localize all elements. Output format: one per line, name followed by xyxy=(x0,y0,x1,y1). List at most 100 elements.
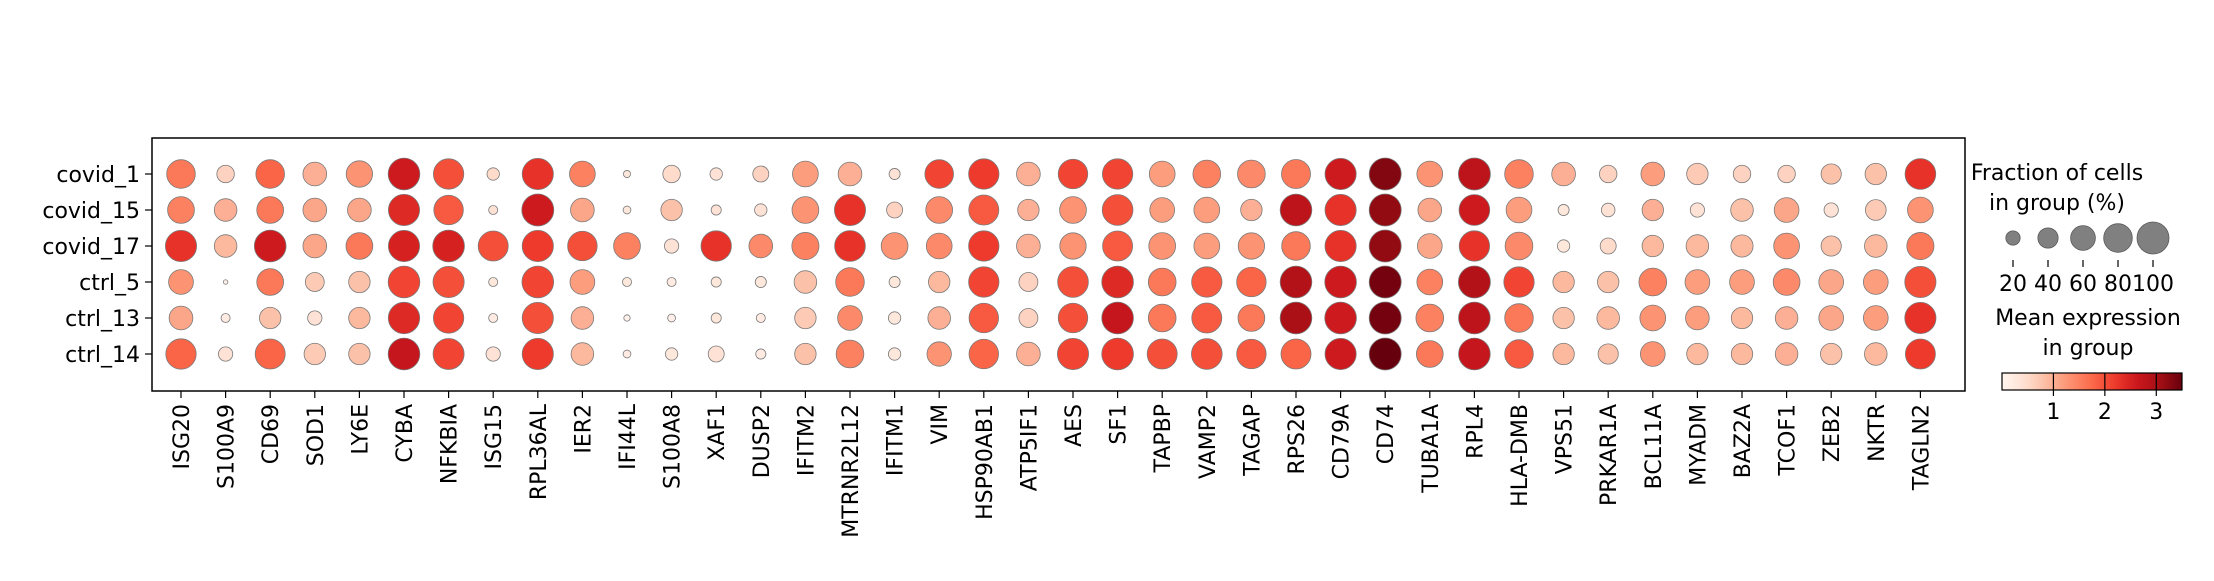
dot-covid_17-ifitm1 xyxy=(880,232,909,260)
dot-covid_1-tagln2 xyxy=(1904,158,1937,190)
dot-covid_1-tcof1 xyxy=(1777,164,1796,184)
col-label-s100a9: S100A9 xyxy=(215,404,240,489)
size-legend-dot-80 xyxy=(2103,223,2133,253)
dot-covid_1-hla-dmb xyxy=(1504,159,1534,189)
dot-covid_17-tcof1 xyxy=(1773,232,1800,260)
col-label-xaf1: XAF1 xyxy=(705,404,730,461)
dot-covid_17-ly6e xyxy=(345,232,374,260)
dot-covid_15-tuba1a xyxy=(1417,197,1443,223)
dot-ctrl_13-s100a9 xyxy=(220,313,231,323)
dot-ctrl_13-sod1 xyxy=(307,310,323,326)
dot-ctrl_13-nktr xyxy=(1863,305,1889,331)
dot-covid_17-rpl4 xyxy=(1458,230,1490,262)
dot-ctrl_14-vim xyxy=(926,341,952,367)
dot-covid_15-cd74 xyxy=(1368,193,1402,227)
size-legend-title-line1: Fraction of cells xyxy=(1971,161,2143,186)
dot-covid_1-tuba1a xyxy=(1416,160,1444,188)
dot-covid_15-hsp90ab1 xyxy=(968,194,1000,226)
dot-covid_15-atp5if1 xyxy=(1017,198,1040,222)
dot-covid_1-sod1 xyxy=(302,161,328,187)
color-legend-title-line1: Mean expression xyxy=(1995,306,2181,331)
dot-covid_1-mtrnr2l12 xyxy=(837,161,863,187)
col-label-myadm: MYADM xyxy=(1686,404,1711,486)
dot-ctrl_5-mtrnr2l12 xyxy=(835,267,865,297)
col-label-nktr: NKTR xyxy=(1865,404,1890,462)
col-label-ifitm1: IFITM1 xyxy=(884,404,909,476)
dot-ctrl_14-cd69 xyxy=(254,338,286,370)
col-label-sod1: SOD1 xyxy=(304,404,329,466)
dot-ctrl_13-rps26 xyxy=(1279,301,1313,335)
dot-ctrl_13-ifitm2 xyxy=(794,306,817,330)
dot-ctrl_13-ifitm1 xyxy=(887,311,902,325)
dot-ctrl_5-vps51 xyxy=(1552,270,1575,294)
dot-covid_15-xaf1 xyxy=(710,204,722,216)
col-label-dusp2: DUSP2 xyxy=(750,404,775,478)
dot-ctrl_14-tagln2 xyxy=(1904,338,1936,370)
dot-ctrl_5-vim xyxy=(928,270,951,294)
dot-ctrl_13-ifi44l xyxy=(623,314,631,322)
dot-ctrl_5-hla-dmb xyxy=(1503,266,1535,298)
size-legend-label-80: 80 xyxy=(2104,272,2132,297)
dot-ctrl_5-ly6e xyxy=(348,270,371,294)
size-legend-dot-60 xyxy=(2070,225,2096,251)
dot-ctrl_14-ifi44l xyxy=(622,349,632,359)
row-label-ctrl_5: ctrl_5 xyxy=(79,271,140,296)
dot-covid_15-cd69 xyxy=(256,196,284,224)
col-label-nfkbia: NFKBIA xyxy=(438,404,463,484)
dot-ctrl_13-sf1 xyxy=(1101,301,1134,335)
dot-ctrl_5-prkar1a xyxy=(1597,270,1620,294)
dot-covid_1-zeb2 xyxy=(1820,163,1842,185)
dot-covid_17-cd69 xyxy=(253,229,287,263)
dot-covid_1-ifitm2 xyxy=(792,160,819,188)
dot-covid_15-isg15 xyxy=(488,205,499,215)
dot-ctrl_13-prkar1a xyxy=(1596,306,1620,330)
dot-covid_1-baz2a xyxy=(1732,164,1752,184)
dot-covid_1-nfkbia xyxy=(433,158,465,190)
dot-covid_1-atp5if1 xyxy=(1016,161,1041,187)
dot-covid_17-ier2 xyxy=(567,230,598,262)
dot-ctrl_13-myadm xyxy=(1685,305,1710,331)
dot-covid_1-dusp2 xyxy=(752,165,770,183)
dot-covid_15-sf1 xyxy=(1101,194,1134,226)
dot-ctrl_14-sod1 xyxy=(303,342,326,366)
dot-covid_1-cd74 xyxy=(1368,157,1402,191)
dot-ctrl_13-cd69 xyxy=(259,306,282,330)
dot-covid_17-vamp2 xyxy=(1193,232,1221,260)
dot-covid_15-rpl36al xyxy=(521,193,555,227)
dot-ctrl_5-myadm xyxy=(1684,269,1711,295)
dot-covid_1-isg20 xyxy=(166,159,196,189)
dot-ctrl_14-rps26 xyxy=(1280,338,1312,370)
dot-ctrl_13-atp5if1 xyxy=(1018,308,1039,328)
col-label-vamp2: VAMP2 xyxy=(1196,404,1221,479)
dot-covid_15-ifitm2 xyxy=(791,196,820,224)
col-label-tcof1: TCOF1 xyxy=(1776,404,1801,476)
dot-ctrl_5-cd79a xyxy=(1324,265,1357,299)
dot-covid_15-ifi44l xyxy=(622,205,632,215)
dot-ctrl_14-cyba xyxy=(387,337,421,371)
dot-ctrl_13-aes xyxy=(1057,302,1089,334)
col-label-tagln2: TAGLN2 xyxy=(1909,404,1934,491)
dot-covid_17-baz2a xyxy=(1730,234,1754,258)
dot-ctrl_5-baz2a xyxy=(1729,269,1755,295)
dot-ctrl_5-nktr xyxy=(1863,269,1889,295)
color-legend: Mean expression in group 1 2 3 xyxy=(1995,306,2183,425)
dot-ctrl_5-cd69 xyxy=(256,268,284,296)
dot-covid_1-vps51 xyxy=(1551,161,1576,187)
row-label-covid_1: covid_1 xyxy=(56,163,140,188)
dot-ctrl_13-nfkbia xyxy=(433,302,465,334)
dot-ctrl_14-tagap xyxy=(1236,338,1267,370)
dot-ctrl_5-s100a9 xyxy=(222,279,229,285)
dot-covid_17-sod1 xyxy=(302,233,328,259)
dot-ctrl_14-tuba1a xyxy=(1416,340,1444,368)
dot-ctrl_14-myadm xyxy=(1686,342,1709,366)
col-label-rps26: RPS26 xyxy=(1285,404,1310,475)
dot-covid_1-ly6e xyxy=(345,160,373,188)
dot-covid_17-cd74 xyxy=(1368,229,1402,263)
col-label-atp5if1: ATP5IF1 xyxy=(1017,404,1042,491)
dot-covid_15-s100a8 xyxy=(660,198,683,222)
dot-covid_17-nktr xyxy=(1864,234,1888,258)
dot-ctrl_13-isg15 xyxy=(488,313,499,323)
dot-ctrl_5-tapbp xyxy=(1147,267,1177,297)
dot-covid_17-tuba1a xyxy=(1417,233,1443,259)
dot-ctrl_13-cd74 xyxy=(1368,301,1402,335)
